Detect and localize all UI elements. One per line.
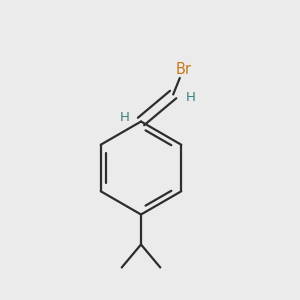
- Text: H: H: [120, 111, 129, 124]
- Text: Br: Br: [176, 61, 192, 76]
- Text: H: H: [186, 91, 196, 104]
